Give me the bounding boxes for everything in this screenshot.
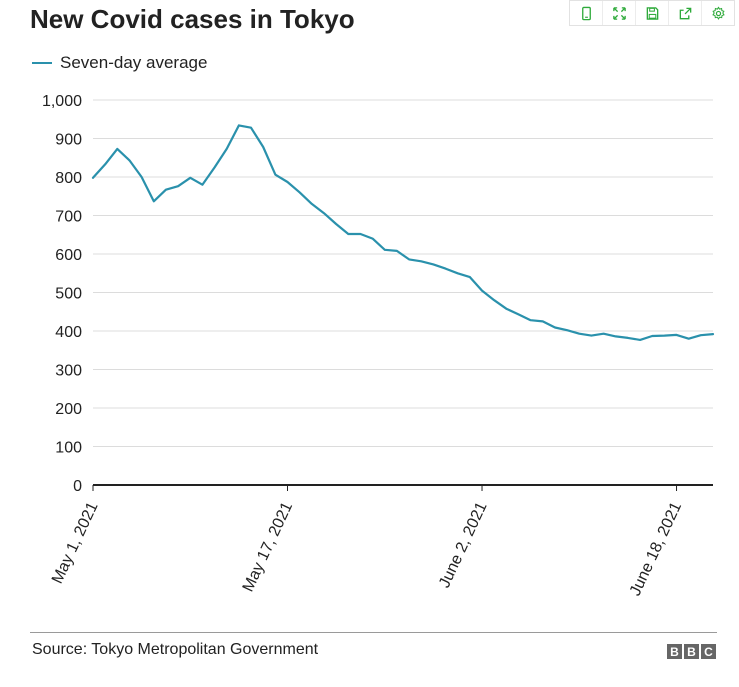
y-tick-label: 300: [55, 363, 82, 380]
y-tick-label: 700: [55, 209, 82, 226]
line-chart: 0 100 200 300 400 500 600 700 800 900 1,000 May 1, …: [42, 93, 715, 599]
series-line-seven-day-average: [91, 124, 715, 341]
chart-title: New Covid cases in Tokyo: [30, 4, 355, 34]
y-tick-label: 600: [55, 247, 82, 264]
share-icon: [679, 7, 691, 19]
y-tick-label: 100: [55, 440, 82, 457]
source-divider: [30, 632, 717, 633]
bbc-logo: B B C: [667, 644, 716, 659]
legend-label-seven-day-average: Seven-day average: [60, 53, 208, 72]
x-tick-label: May 1, 2021: [49, 499, 102, 586]
legend-swatch-seven-day-average: [32, 62, 52, 64]
chart-legend: Seven-day average: [32, 53, 207, 73]
y-tick-label: 900: [55, 132, 82, 149]
tablet-icon: [581, 6, 591, 20]
x-tick-label: June 18, 2021: [627, 499, 685, 598]
save-icon: [646, 6, 658, 20]
y-tick-label: 0: [73, 478, 82, 495]
y-tick-label: 800: [55, 170, 82, 187]
chart-toolbar: [569, 0, 735, 26]
settings-icon: [711, 5, 725, 20]
bbc-logo-letter: C: [701, 644, 716, 659]
expand-button[interactable]: [603, 1, 636, 25]
y-tick-label: 1,000: [42, 93, 82, 110]
settings-button[interactable]: [702, 1, 734, 25]
expand-icon: [612, 6, 626, 20]
x-tick-label: May 17, 2021: [240, 499, 296, 594]
x-tick-label: June 2, 2021: [436, 499, 491, 590]
share-button[interactable]: [669, 1, 702, 25]
source-note: Source: Tokyo Metropolitan Government: [32, 641, 319, 658]
y-tick-label: 500: [55, 286, 82, 303]
tablet-view-button[interactable]: [570, 1, 603, 25]
bbc-logo-letter: B: [667, 644, 682, 659]
y-tick-label: 200: [55, 401, 82, 418]
bbc-logo-letter: B: [684, 644, 699, 659]
y-tick-label: 400: [55, 324, 82, 341]
save-button[interactable]: [636, 1, 669, 25]
